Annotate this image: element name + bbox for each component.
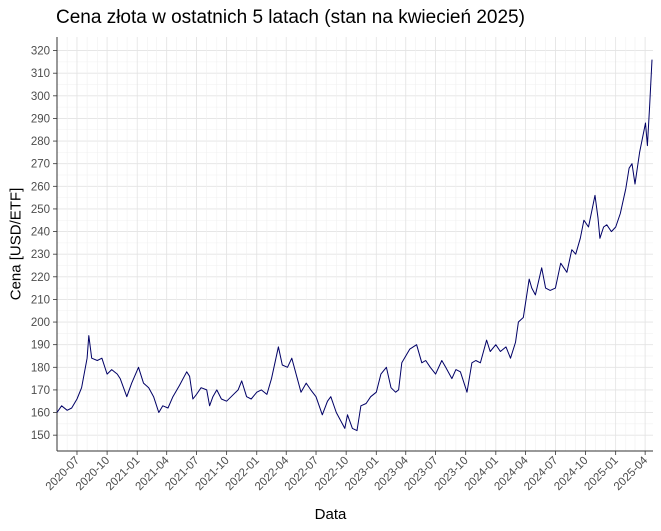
series-group xyxy=(56,59,653,432)
y-tick-label: 230 xyxy=(31,249,50,261)
y-tick-label: 150 xyxy=(31,430,50,442)
y-tick-label: 290 xyxy=(31,113,50,125)
y-tick-label: 210 xyxy=(31,294,50,306)
y-tick-label: 320 xyxy=(31,46,50,58)
price-series-line xyxy=(56,59,653,432)
y-tick-label: 250 xyxy=(31,204,50,216)
chart-title: Cena złota w ostatnich 5 latach (stan na… xyxy=(56,7,525,28)
y-tick-label: 190 xyxy=(31,340,50,352)
y-tick-label: 170 xyxy=(31,385,50,397)
y-tick-label: 260 xyxy=(31,181,50,193)
y-tick-label: 300 xyxy=(31,91,50,103)
y-axis-ticks: 150 160 170 180 190 200 210 220 230 240 250 260 270 2… xyxy=(31,37,58,451)
y-tick-label: 240 xyxy=(31,227,50,239)
y-tick-label: 280 xyxy=(31,136,50,148)
y-tick-label: 180 xyxy=(31,362,50,374)
y-tick-label: 310 xyxy=(31,68,50,80)
y-tick-label: 270 xyxy=(31,159,50,171)
x-axis-label: Data xyxy=(314,506,347,523)
y-tick-label: 200 xyxy=(31,317,50,329)
y-tick-label: 220 xyxy=(31,272,50,284)
y-tick-label: 160 xyxy=(31,408,50,420)
y-axis-label: Cena [USD/ETF] xyxy=(7,187,25,301)
